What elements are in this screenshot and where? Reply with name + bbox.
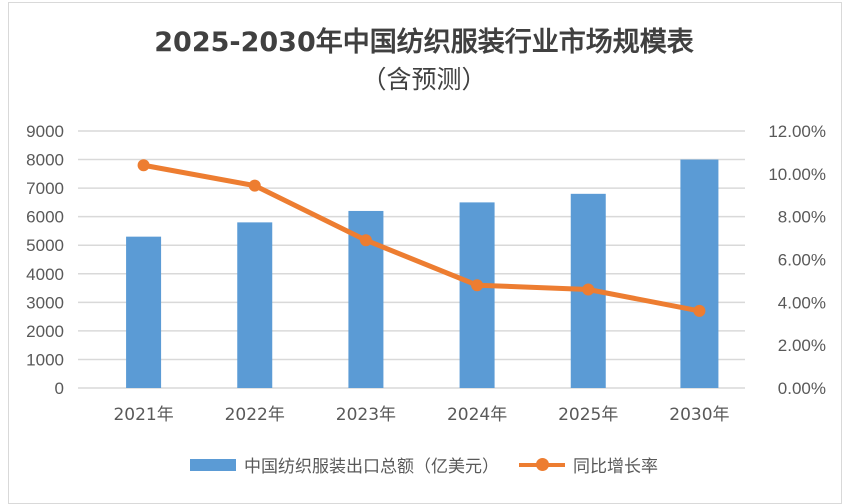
line-point (693, 304, 706, 317)
right-axis-tick: 6.00% (778, 251, 826, 270)
bar (126, 236, 162, 388)
legend-label: 同比增长率 (573, 457, 658, 477)
legend-label: 中国纺织服装出口总额（亿美元） (244, 457, 499, 477)
left-axis-tick: 6000 (26, 208, 64, 227)
bar (680, 159, 719, 388)
category-label: 2024年 (447, 405, 507, 425)
right-axis-tick: 0.00% (778, 379, 826, 398)
growth-line (143, 162, 700, 314)
left-axis-tick: 8000 (26, 151, 64, 170)
line-point (137, 159, 150, 172)
chart-subtitle: （含预测） (361, 65, 487, 94)
line-point (582, 283, 595, 296)
right-axis-tick: 10.00% (768, 165, 826, 184)
line-point (471, 279, 484, 292)
category-label: 2025年 (558, 405, 618, 425)
left-axis-tick: 0 (55, 379, 64, 398)
right-axis-tick: 8.00% (778, 208, 826, 227)
left-axis-tick: 7000 (26, 179, 64, 198)
left-axis-tick: 3000 (26, 293, 64, 312)
category-label: 2022年 (225, 405, 285, 425)
right-axis-tick: 4.00% (778, 293, 826, 312)
left-axis-tick: 4000 (26, 265, 64, 284)
category-label: 2021年 (113, 405, 173, 425)
line-point (248, 179, 261, 192)
chart-title: 2025-2030年中国纺织服装行业市场规模表 (154, 27, 694, 58)
legend-bar-swatch (190, 458, 236, 471)
left-axis-tick: 2000 (26, 322, 64, 341)
legend-line-swatch (519, 457, 565, 471)
bar (237, 222, 273, 388)
right-axis-tick: 2.00% (778, 336, 826, 355)
legend-item-growth[interactable]: 同比增长率 (519, 452, 658, 477)
left-axis-tick: 1000 (26, 350, 64, 369)
legend: 中国纺织服装出口总额（亿美元） 同比增长率 (0, 452, 848, 477)
left-axis-tick: 5000 (26, 236, 64, 255)
line-point (359, 234, 372, 247)
category-label: 2030年 (669, 405, 729, 425)
bar (459, 202, 495, 388)
category-label: 2023年 (336, 405, 396, 425)
left-axis-tick: 9000 (26, 122, 64, 141)
right-axis-tick: 12.00% (768, 122, 826, 141)
legend-item-export[interactable]: 中国纺织服装出口总额（亿美元） (190, 452, 499, 477)
